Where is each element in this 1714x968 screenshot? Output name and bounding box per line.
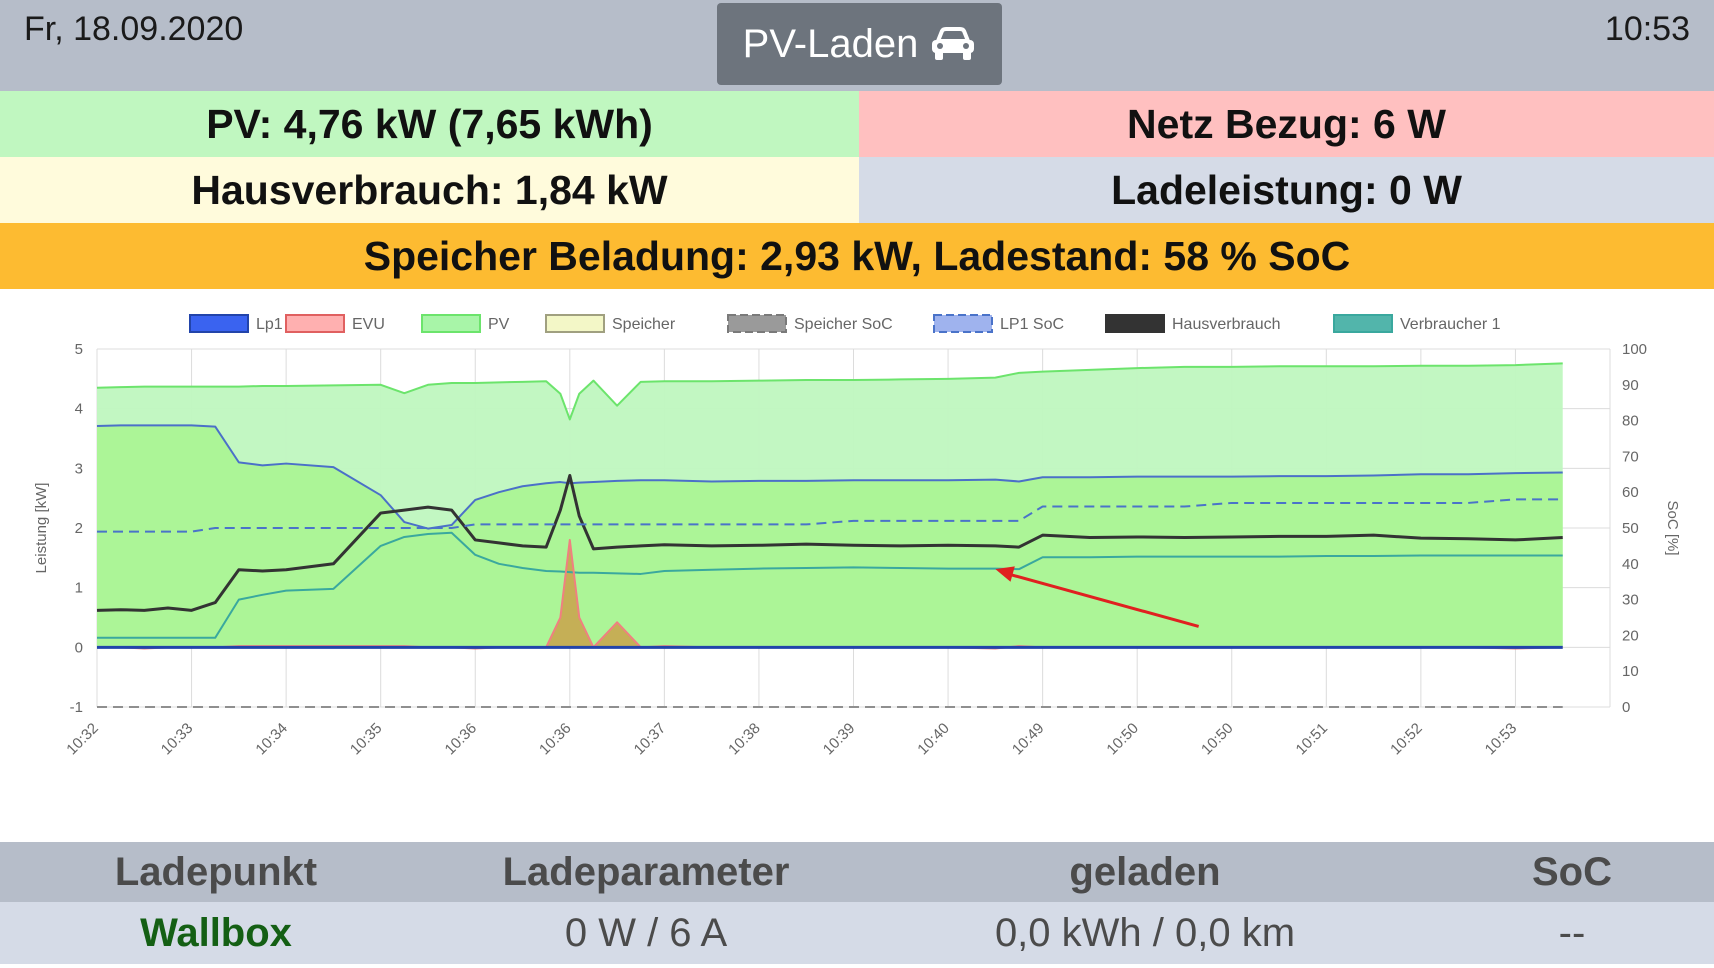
y2-tick-label: 60 bbox=[1622, 484, 1639, 501]
header-soc: SoC bbox=[1532, 849, 1612, 894]
power-chart: Lp1 EVU PV Speicher Speicher SoC LP1 SoC Hausv… bbox=[0, 297, 1714, 840]
legend-label: Speicher SoC bbox=[794, 316, 893, 333]
y2-tick-label: 90 bbox=[1622, 377, 1639, 394]
x-tick-label: 10:32 bbox=[63, 720, 102, 759]
legend-label: EVU bbox=[352, 316, 385, 333]
header-ladepunkt: Ladepunkt bbox=[114, 849, 318, 894]
x-tick-label: 10:38 bbox=[725, 720, 764, 759]
annotation-arrowhead bbox=[995, 566, 1015, 582]
legend-label: LP1 SoC bbox=[1000, 316, 1064, 333]
lp1-soc-line bbox=[97, 498, 1563, 533]
x-tick-label: 10:37 bbox=[631, 720, 670, 759]
legend-swatch bbox=[1333, 314, 1393, 333]
chargepoint-table-header: Ladepunkt Ladeparameter geladen SoC bbox=[0, 842, 1714, 902]
x-tick-label: 10:50 bbox=[1103, 720, 1142, 759]
pv-tile: PV: 4,76 kW (7,65 kWh) bbox=[0, 91, 859, 157]
x-tick-label: 10:52 bbox=[1387, 720, 1426, 759]
chart-annotation bbox=[995, 566, 1200, 628]
x-tick-label: 10:40 bbox=[914, 720, 953, 759]
legend-swatch bbox=[933, 314, 993, 333]
charge-mode-label: PV-Laden bbox=[742, 21, 919, 66]
legend-label: Hausverbrauch bbox=[1172, 316, 1281, 333]
x-tick-label: 10:49 bbox=[1009, 720, 1048, 759]
y2-tick-label: 20 bbox=[1622, 627, 1639, 644]
chart-areas bbox=[97, 363, 1563, 649]
charging-power-tile: Ladeleistung: 0 W bbox=[859, 157, 1714, 223]
header-geladen: geladen bbox=[1069, 849, 1221, 894]
y-tick-label: 3 bbox=[75, 460, 83, 477]
y2-tick-label: 70 bbox=[1622, 448, 1639, 465]
chart-lines bbox=[96, 362, 1563, 708]
legend-label: Lp1 bbox=[256, 316, 283, 333]
x-tick-label: 10:35 bbox=[347, 720, 386, 759]
x-tick-label: 10:39 bbox=[820, 720, 859, 759]
legend-swatch bbox=[421, 314, 481, 333]
power-chart-svg: Lp1 EVU PV Speicher Speicher SoC LP1 SoC Hausv… bbox=[33, 314, 1681, 759]
header-ladeparameter: Ladeparameter bbox=[502, 849, 790, 894]
legend-label: PV bbox=[488, 316, 510, 333]
legend-swatch bbox=[1105, 314, 1165, 333]
header-date: Fr, 18.09.2020 bbox=[24, 10, 244, 48]
y-tick-label: 1 bbox=[75, 580, 83, 597]
y2-tick-label: 10 bbox=[1622, 663, 1639, 680]
charge-parameters: 0 W / 6 A bbox=[564, 910, 728, 955]
y-tick-label: 4 bbox=[75, 401, 83, 418]
legend-swatch bbox=[189, 314, 249, 333]
y-tick-label: -1 bbox=[70, 699, 83, 716]
y2-axis-label: SoC [%] bbox=[1664, 500, 1681, 555]
legend-label: Speicher bbox=[612, 316, 676, 333]
charged-energy: 0,0 kWh / 0,0 km bbox=[994, 910, 1296, 955]
y2-tick-label: 40 bbox=[1622, 556, 1639, 573]
car-icon bbox=[930, 27, 976, 61]
grid-import-tile: Netz Bezug: 6 W bbox=[859, 91, 1714, 157]
speicher-line bbox=[96, 424, 1563, 530]
charge-mode-button[interactable]: PV-Laden bbox=[717, 3, 1002, 85]
table-row[interactable]: Wallbox 0 W / 6 A 0,0 kWh / 0,0 km -- bbox=[0, 902, 1714, 964]
annotation-arrow bbox=[1004, 571, 1200, 628]
y-tick-label: 2 bbox=[75, 520, 83, 537]
y2-tick-label: 30 bbox=[1622, 592, 1639, 609]
x-tick-label: 10:36 bbox=[442, 720, 481, 759]
x-tick-label: 10:51 bbox=[1293, 720, 1332, 759]
y2-tick-label: 50 bbox=[1622, 520, 1639, 537]
header-time: 10:53 bbox=[1604, 10, 1690, 48]
battery-tile: Speicher Beladung: 2,93 kW, Ladestand: 5… bbox=[0, 223, 1714, 289]
x-tick-label: 10:36 bbox=[536, 720, 575, 759]
x-tick-label: 10:50 bbox=[1198, 720, 1237, 759]
pv-line bbox=[96, 362, 1563, 421]
house-consumption-tile: Hausverbrauch: 1,84 kW bbox=[0, 157, 859, 223]
y-tick-label: 5 bbox=[75, 341, 83, 358]
y-tick-label: 0 bbox=[75, 639, 83, 656]
chargepoint-name[interactable]: Wallbox bbox=[140, 910, 292, 955]
x-tick-label: 10:34 bbox=[252, 720, 291, 759]
hausverbrauch-line bbox=[96, 473, 1563, 612]
y2-tick-label: 100 bbox=[1622, 341, 1647, 358]
y-axis-label: Leistung [kW] bbox=[33, 483, 50, 574]
legend-swatch bbox=[285, 314, 345, 333]
legend-swatch bbox=[545, 314, 605, 333]
legend-swatch bbox=[727, 314, 787, 333]
legend-label: Verbraucher 1 bbox=[1400, 316, 1501, 333]
x-tick-label: 10:53 bbox=[1482, 720, 1521, 759]
x-tick-label: 10:33 bbox=[158, 720, 197, 759]
vehicle-soc: -- bbox=[1558, 910, 1586, 955]
chart-legend[interactable]: Lp1 EVU PV Speicher Speicher SoC LP1 SoC Hausv… bbox=[189, 314, 1501, 333]
speicher-area bbox=[97, 425, 1563, 648]
verbraucher-1-line bbox=[97, 531, 1563, 639]
y2-tick-label: 0 bbox=[1622, 699, 1630, 716]
header-bar: Fr, 18.09.2020 PV-Laden 10:53 bbox=[0, 0, 1714, 91]
y2-tick-label: 80 bbox=[1622, 413, 1639, 430]
